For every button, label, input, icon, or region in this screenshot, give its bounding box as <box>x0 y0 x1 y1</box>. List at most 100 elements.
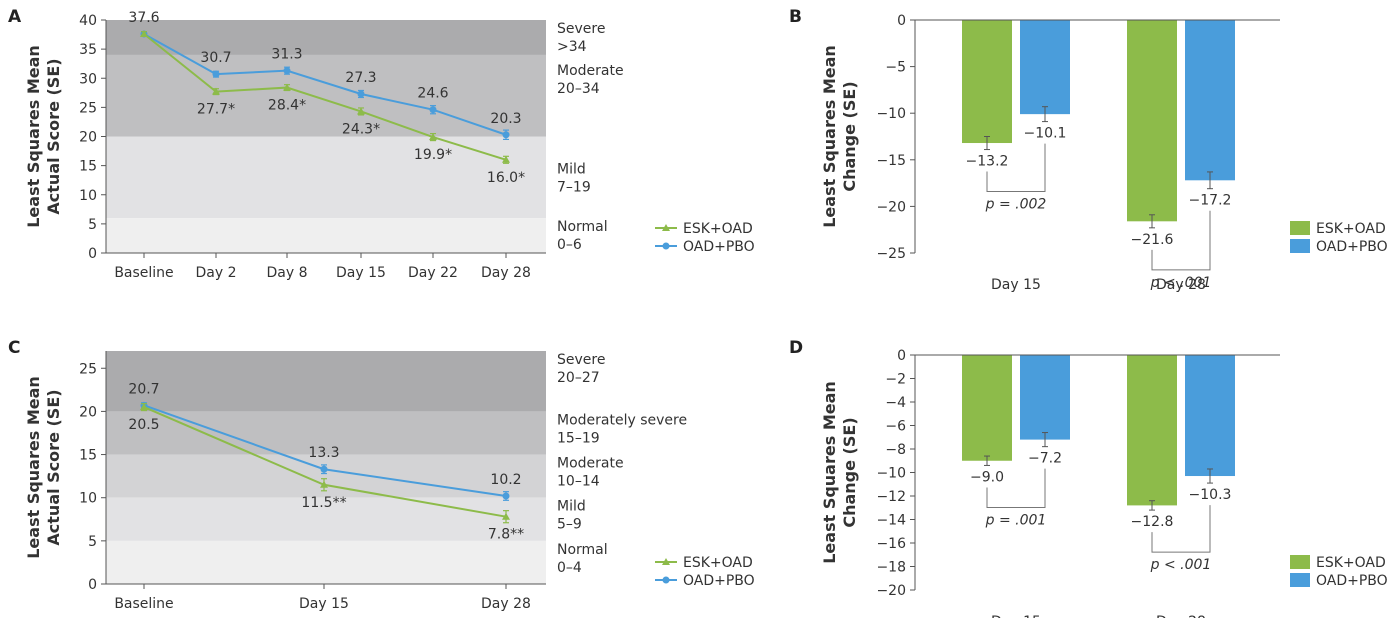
legend-marker <box>662 558 670 565</box>
x-tick-label: Day 15 <box>299 596 349 612</box>
y-axis-label: Least Squares MeanActual Score (SE) <box>24 45 63 228</box>
data-label: 7.8** <box>488 527 524 543</box>
y-tick-label: 5 <box>88 217 97 233</box>
y-tick-label: −20 <box>876 199 906 215</box>
legend-marker <box>662 224 670 231</box>
legend-marker <box>662 242 670 250</box>
x-tick-label: Day 28 <box>1156 277 1206 293</box>
x-tick-label: Day 8 <box>266 265 307 281</box>
data-label: 30.7 <box>200 50 231 66</box>
band-name: Mild <box>557 499 586 515</box>
y-tick-label: −15 <box>876 153 906 169</box>
severity-band <box>106 351 546 412</box>
legend-label: ESK+OAD <box>1316 221 1386 237</box>
bar-value-label: −13.2 <box>966 154 1009 170</box>
x-tick-label: Day 2 <box>195 265 236 281</box>
y-axis-label-line: Least Squares Mean <box>820 45 839 228</box>
band-name: Moderate <box>557 456 624 472</box>
bar-value-label: −7.2 <box>1028 451 1062 467</box>
esk-point <box>212 87 220 95</box>
legend-swatch <box>1290 573 1310 587</box>
p-value-bracket <box>986 143 1046 193</box>
band-label: Moderate 10–14 <box>557 456 624 490</box>
data-label: 27.7* <box>197 102 235 118</box>
y-tick-label: 35 <box>79 42 97 58</box>
data-label: 13.3 <box>308 445 339 461</box>
y-tick-label: 5 <box>88 534 97 550</box>
data-label: 20.7 <box>128 381 159 397</box>
band-name: Moderate <box>557 63 624 79</box>
severity-band <box>106 54 546 137</box>
y-tick-label: −2 <box>885 372 906 388</box>
band-label: Normal 0–4 <box>557 542 608 576</box>
y-tick-label: −25 <box>876 246 906 262</box>
esk-point <box>502 512 510 520</box>
data-label: 27.3 <box>345 70 376 86</box>
band-name: Normal <box>557 219 608 235</box>
band-label: Mild 5–9 <box>557 499 586 533</box>
series-line <box>143 33 507 161</box>
band-label: Severe 20–27 <box>557 352 605 386</box>
y-tick-label: −6 <box>885 419 906 435</box>
y-axis-label-line: Least Squares Mean <box>820 381 839 564</box>
esk-point <box>502 155 510 163</box>
bar-value-label: −21.6 <box>1131 232 1174 248</box>
panel-a-chart: A Severe >34 Moderate 20–34 Mild 7–19 Normal 0–6… <box>8 7 755 281</box>
data-label: 24.3* <box>342 121 380 137</box>
severity-band <box>106 20 546 55</box>
x-tick-label: Day 22 <box>408 265 458 281</box>
x-tick-label: Day 15 <box>991 277 1041 293</box>
band-range: >34 <box>557 39 587 55</box>
data-label: 20.5 <box>128 417 159 433</box>
severity-band <box>106 218 546 253</box>
y-tick-label: 0 <box>88 246 97 262</box>
p-value-bracket <box>1151 505 1211 553</box>
y-axis-label-line: Change (SE) <box>840 417 859 527</box>
esk-point <box>429 133 437 141</box>
y-axis-label-line: Actual Score (SE) <box>44 58 63 214</box>
data-label: 11.5** <box>301 495 346 511</box>
pbo-point <box>357 90 365 98</box>
panel-letter: B <box>789 7 802 27</box>
band-name: Moderately severe <box>557 412 687 428</box>
legend-swatch <box>1290 239 1310 253</box>
y-tick-label: 15 <box>79 448 97 464</box>
data-label: 16.0* <box>487 170 525 186</box>
y-axis-label-line: Least Squares Mean <box>24 45 43 228</box>
bar-value-label: −10.1 <box>1024 126 1067 142</box>
bar <box>962 20 1012 144</box>
x-tick-label: Baseline <box>114 265 173 281</box>
pbo-point <box>502 131 510 139</box>
y-tick-label: −16 <box>876 536 906 552</box>
data-label: 24.6 <box>417 86 448 102</box>
pbo-point <box>283 67 291 75</box>
band-label: Moderately severe 15–19 <box>557 412 687 446</box>
legend-marker <box>662 576 670 584</box>
esk-point <box>320 480 328 488</box>
bar <box>1127 20 1177 222</box>
x-tick-label: Day 15 <box>336 265 386 281</box>
severity-band <box>106 136 546 219</box>
band-range: 0–6 <box>557 237 582 253</box>
y-tick-label: −12 <box>876 489 906 505</box>
band-name: Severe <box>557 21 605 37</box>
y-tick-label: 20 <box>79 404 97 420</box>
y-axis-label: Least Squares MeanChange (SE) <box>820 45 859 228</box>
pbo-point <box>320 465 328 473</box>
p-value-bracket <box>986 468 1046 508</box>
y-tick-label: −18 <box>876 560 906 576</box>
band-label: Mild 7–19 <box>557 162 591 196</box>
x-tick-label: Day 28 <box>481 596 531 612</box>
band-range: 5–9 <box>557 517 582 533</box>
y-tick-label: −4 <box>885 395 906 411</box>
y-tick-label: −10 <box>876 106 906 122</box>
y-axis-label-line: Least Squares Mean <box>24 376 43 559</box>
data-label: 19.9* <box>414 147 452 163</box>
y-axis-label: Least Squares MeanChange (SE) <box>820 381 859 564</box>
bar-value-label: −17.2 <box>1189 193 1232 209</box>
y-tick-label: 30 <box>79 71 97 87</box>
y-tick-label: −8 <box>885 442 906 458</box>
